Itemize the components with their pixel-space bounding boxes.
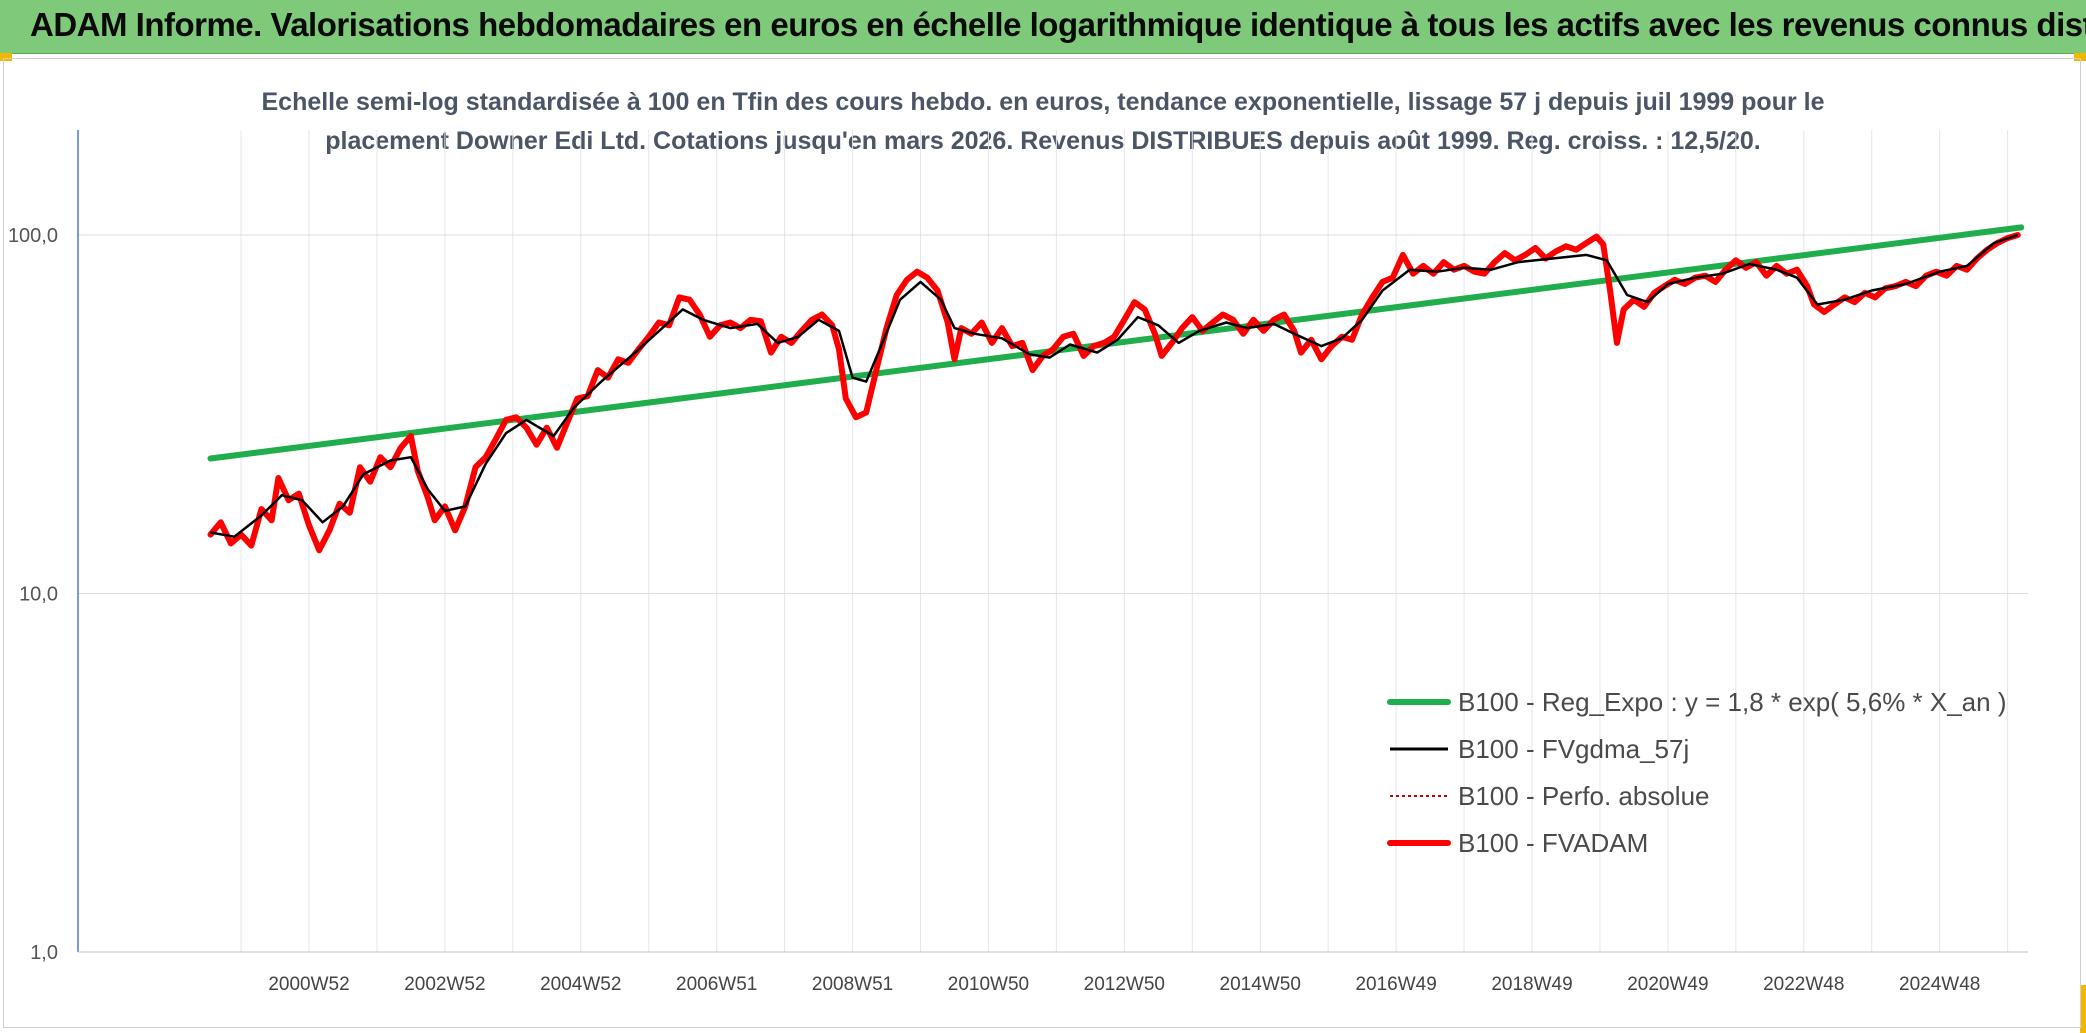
x-tick-label: 2016W49 xyxy=(1355,974,1436,995)
y-tick-label: 1,0 xyxy=(30,942,58,964)
x-tick-label: 2022W48 xyxy=(1763,974,1844,995)
x-tick-label: 2018W49 xyxy=(1491,974,1572,995)
chart-title-line2: placement Downer Edi Ltd. Cotations jusq… xyxy=(325,127,1761,155)
x-tick-label: 2010W50 xyxy=(948,974,1029,995)
x-tick-label: 2012W50 xyxy=(1084,974,1165,995)
series-line-3 xyxy=(207,232,2021,554)
legend-label: B100 - FVADAM xyxy=(1458,828,1648,858)
x-tick-label: 2004W52 xyxy=(540,974,621,995)
x-tick-label: 2006W51 xyxy=(676,974,757,995)
corner-marker-top-right xyxy=(2074,53,2086,61)
page-title: ADAM Informe. Valorisations hebdomadaire… xyxy=(30,6,2086,43)
series-line-1 xyxy=(210,233,2019,538)
x-tick-label: 2020W49 xyxy=(1627,974,1708,995)
x-tick-label: 2000W52 xyxy=(268,974,349,995)
x-tick-label: 2014W50 xyxy=(1220,974,1301,995)
x-tick-label: 2002W52 xyxy=(404,974,485,995)
series-line-0 xyxy=(207,224,2025,462)
header-bar: ADAM Informe. Valorisations hebdomadaire… xyxy=(0,0,2086,54)
x-tick-label: 2008W51 xyxy=(812,974,893,995)
legend-label: B100 - Perfo. absolue xyxy=(1458,781,1710,811)
corner-marker-top-left xyxy=(0,53,12,61)
x-tick-label: 2024W48 xyxy=(1899,974,1980,995)
chart-area xyxy=(3,58,2081,1028)
corner-marker-bottom-right xyxy=(2080,985,2086,1033)
chart-title-line1: Echelle semi-log standardisée à 100 en T… xyxy=(261,88,1825,116)
y-tick-label: 100,0 xyxy=(8,225,58,247)
y-tick-label: 10,0 xyxy=(19,584,58,606)
legend-label: B100 - Reg_Expo : y = 1,8 * exp( 5,6% * … xyxy=(1458,687,2007,717)
legend-label: B100 - FVgdma_57j xyxy=(1458,734,1689,764)
